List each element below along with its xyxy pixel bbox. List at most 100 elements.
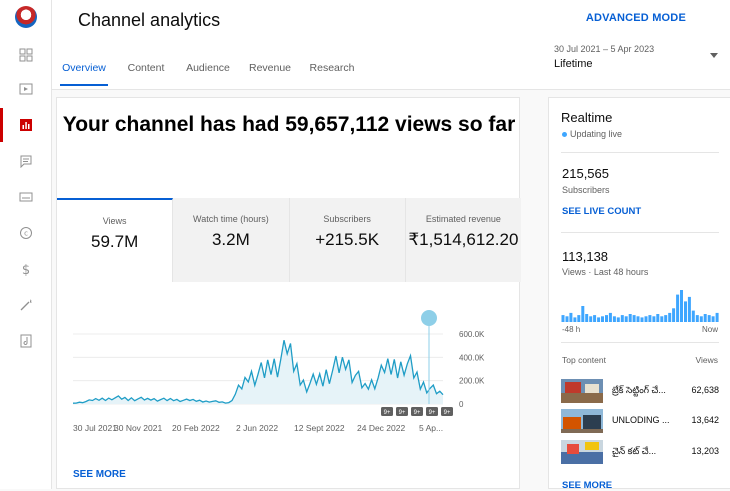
- metric-subscribers[interactable]: Subscribers +215.5K: [290, 198, 406, 282]
- video-views: 13,203: [691, 446, 719, 456]
- top-content-row[interactable]: బ్రేక్ సెట్టింగ్ చే... 62,638: [561, 379, 719, 403]
- annotation-badge: [396, 407, 408, 416]
- realtime-bar: [652, 316, 656, 322]
- realtime-bar: [699, 316, 703, 322]
- x-tick-label: 20 Feb 2022: [172, 423, 220, 433]
- views-banner: Your channel has had 59,657,112 views so…: [62, 113, 516, 136]
- tab-content[interactable]: Content: [127, 62, 165, 74]
- realtime-bar: [608, 312, 612, 322]
- milestone-marker: [421, 310, 437, 326]
- metric-value: ₹1,514,612.20: [408, 230, 519, 249]
- realtime-bar: [636, 316, 640, 322]
- analytics-tabs: Overview Content Audience Revenue Resear…: [60, 58, 370, 86]
- realtime-bar-chart: [561, 290, 719, 322]
- realtime-bar: [715, 312, 719, 322]
- annotation-badge-label: 9+: [384, 410, 391, 416]
- tab-overview[interactable]: Overview: [60, 58, 108, 86]
- x-tick-label: 5 Ap...: [419, 423, 443, 433]
- overview-card: Your channel has had 59,657,112 views so…: [56, 97, 521, 489]
- annotation-badge: [381, 407, 393, 416]
- updating-live-status: Updating live: [562, 129, 622, 139]
- realtime-bar: [616, 317, 620, 322]
- chevron-down-icon[interactable]: [710, 53, 718, 58]
- views-chart: 600.0K 400.0K 200.0K 0 9+ 9+ 9+ 9+ 9+ 30 Jul 2021…: [72, 310, 485, 433]
- active-indicator: [0, 108, 3, 142]
- realtime-bar: [691, 310, 695, 322]
- mini-axis-start: -48 h: [562, 325, 581, 334]
- video-title: చైన్ కట్ చే...: [612, 446, 657, 456]
- realtime-bar: [565, 316, 569, 322]
- top-content-see-more-link[interactable]: SEE MORE: [562, 480, 613, 491]
- realtime-views-label: Views · Last 48 hours: [562, 267, 649, 277]
- realtime-bar: [656, 314, 660, 322]
- realtime-bar: [601, 316, 604, 322]
- video-title: UNLODING ...: [612, 415, 670, 425]
- metric-value: 59.7M: [91, 232, 139, 251]
- realtime-bar: [676, 294, 680, 322]
- top-content-label: Top content: [562, 355, 606, 365]
- live-dot-icon: [562, 132, 567, 138]
- tab-research[interactable]: Research: [309, 62, 355, 74]
- video-thumbnail: [561, 440, 603, 464]
- divider: [561, 152, 719, 153]
- realtime-bar: [569, 312, 573, 322]
- realtime-bar: [707, 315, 711, 322]
- page-title: Channel analytics: [78, 10, 221, 30]
- dashboard-icon[interactable]: [17, 46, 35, 64]
- metric-watch-time[interactable]: Watch time (hours) 3.2M: [173, 198, 290, 282]
- views-column-header: Views: [695, 355, 718, 365]
- metric-label: Views: [102, 216, 127, 226]
- annotation-badge: [426, 407, 438, 416]
- realtime-bar: [648, 315, 652, 322]
- channel-avatar[interactable]: [15, 6, 37, 28]
- svg-text:$: $: [22, 263, 30, 276]
- realtime-card: Realtime Updating live 215,565 Subscribe…: [548, 97, 730, 491]
- video-views: 62,638: [691, 385, 719, 395]
- annotation-badge-label: 9+: [414, 410, 421, 416]
- metric-revenue[interactable]: Estimated revenue ₹1,514,612.20: [406, 198, 521, 282]
- realtime-bar: [624, 316, 628, 322]
- annotation-badge: [441, 407, 453, 416]
- audio-library-icon[interactable]: [17, 332, 35, 350]
- subtitles-icon[interactable]: [17, 188, 35, 206]
- realtime-bar: [593, 315, 597, 322]
- top-content-row[interactable]: చైన్ కట్ చే... 13,203: [561, 440, 719, 464]
- tab-revenue[interactable]: Revenue: [248, 62, 292, 74]
- realtime-bar: [561, 315, 565, 322]
- realtime-bar: [703, 314, 707, 322]
- realtime-bar: [668, 312, 672, 322]
- metric-views[interactable]: Views 59.7M: [57, 198, 174, 282]
- y-tick-label: 0: [459, 400, 464, 409]
- date-range-text[interactable]: 30 Jul 2021 – 5 Apr 2023: [554, 44, 655, 54]
- period-selector[interactable]: Lifetime: [554, 58, 593, 70]
- realtime-bar: [605, 315, 608, 322]
- subscriber-count: 215,565: [562, 166, 609, 181]
- divider: [561, 232, 719, 233]
- comments-icon[interactable]: [17, 152, 35, 170]
- tab-audience[interactable]: Audience: [186, 62, 230, 74]
- analytics-icon[interactable]: [17, 116, 35, 134]
- copyright-icon[interactable]: c: [17, 224, 35, 242]
- realtime-bar: [695, 315, 699, 322]
- updating-live-text: Updating live: [570, 129, 623, 139]
- advanced-mode-button[interactable]: ADVANCED MODE: [585, 12, 686, 24]
- annotation-badge-label: 9+: [429, 410, 436, 416]
- realtime-bar: [660, 316, 664, 322]
- subscriber-label: Subscribers: [562, 185, 610, 195]
- realtime-bar: [680, 290, 683, 322]
- content-icon[interactable]: [17, 80, 35, 98]
- metric-label: Watch time (hours): [193, 214, 269, 224]
- customization-icon[interactable]: [17, 296, 35, 314]
- top-content-row[interactable]: UNLODING ... 13,642: [561, 409, 719, 433]
- see-more-link[interactable]: SEE MORE: [73, 469, 126, 480]
- realtime-bar: [612, 316, 616, 322]
- realtime-bar: [672, 308, 676, 322]
- realtime-views-count: 113,138: [562, 249, 609, 264]
- realtime-bar: [597, 317, 601, 322]
- metric-label: Estimated revenue: [425, 214, 501, 224]
- see-live-count-link[interactable]: SEE LIVE COUNT: [562, 206, 642, 217]
- earn-icon[interactable]: $: [17, 260, 35, 278]
- realtime-bar: [573, 317, 577, 322]
- video-thumbnail: [561, 409, 603, 433]
- realtime-bar: [687, 296, 691, 322]
